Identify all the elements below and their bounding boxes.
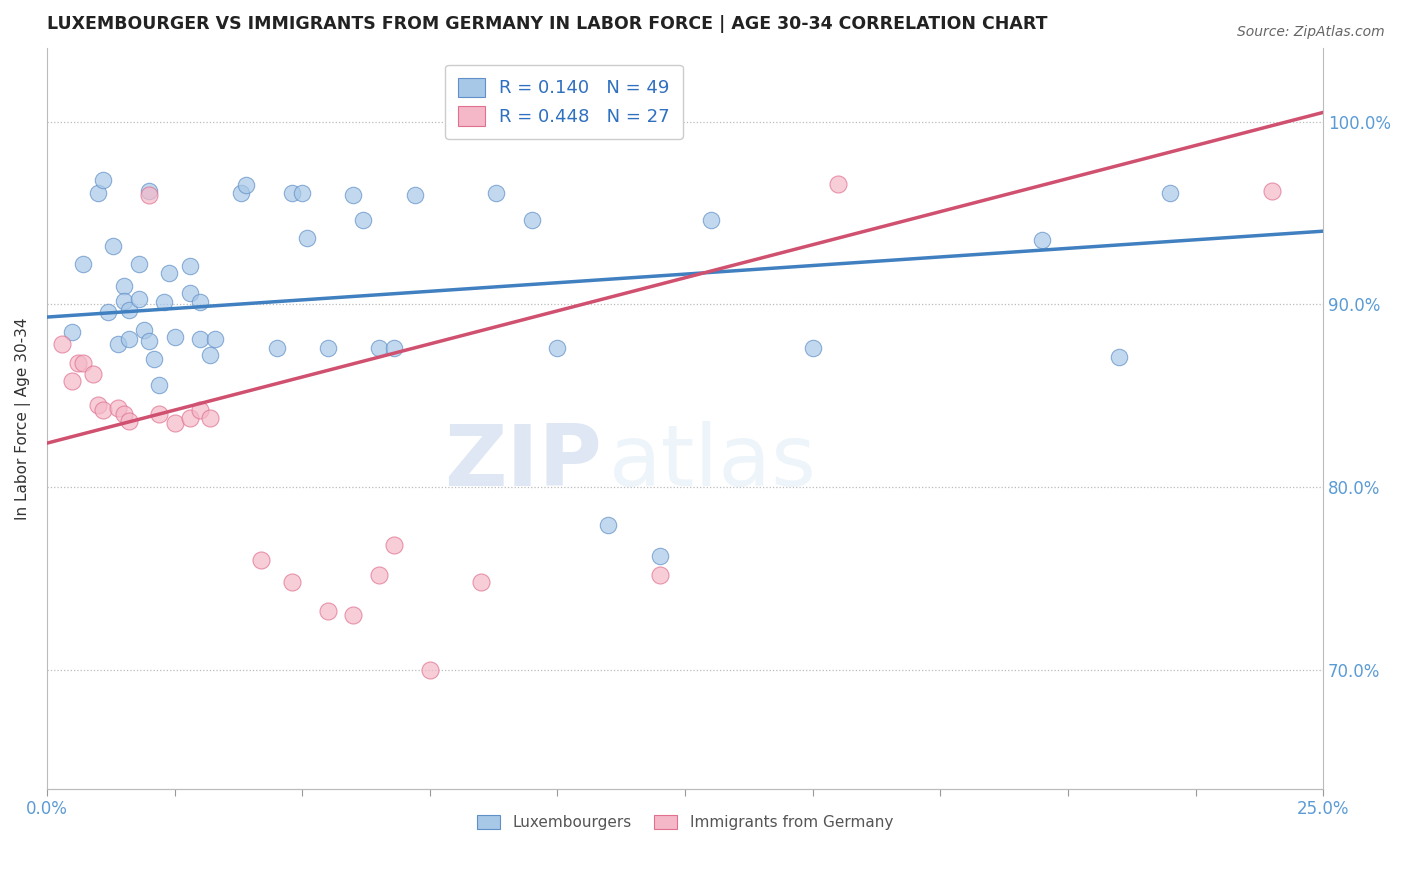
Point — [382, 341, 405, 355]
Point — [148, 407, 170, 421]
Point — [353, 213, 375, 227]
Point — [143, 352, 166, 367]
Point — [827, 177, 849, 191]
Point — [112, 279, 135, 293]
Point — [117, 414, 139, 428]
Point — [648, 549, 671, 564]
Point — [179, 286, 201, 301]
Point — [1159, 186, 1181, 200]
Point — [699, 213, 721, 227]
Point — [342, 187, 364, 202]
Point — [138, 187, 160, 202]
Point — [598, 518, 620, 533]
Point — [91, 403, 114, 417]
Point — [91, 173, 114, 187]
Point — [87, 186, 110, 200]
Point — [801, 341, 824, 355]
Point — [188, 332, 211, 346]
Point — [235, 178, 257, 193]
Point — [367, 341, 389, 355]
Point — [1108, 351, 1130, 365]
Point — [1261, 184, 1284, 198]
Point — [520, 213, 543, 227]
Point — [204, 332, 226, 346]
Point — [188, 295, 211, 310]
Point — [163, 416, 186, 430]
Point — [188, 403, 211, 417]
Point — [117, 332, 139, 346]
Text: LUXEMBOURGER VS IMMIGRANTS FROM GERMANY IN LABOR FORCE | AGE 30-34 CORRELATION C: LUXEMBOURGER VS IMMIGRANTS FROM GERMANY … — [46, 15, 1047, 33]
Point — [316, 604, 339, 618]
Point — [342, 607, 364, 622]
Point — [107, 401, 129, 416]
Point — [153, 295, 176, 310]
Text: ZIP: ZIP — [444, 421, 602, 504]
Point — [419, 663, 441, 677]
Point — [72, 356, 94, 370]
Point — [103, 239, 125, 253]
Point — [229, 186, 252, 200]
Point — [62, 325, 84, 339]
Point — [82, 367, 104, 381]
Point — [546, 341, 568, 355]
Point — [138, 334, 160, 348]
Point — [382, 539, 405, 553]
Point — [148, 377, 170, 392]
Point — [200, 410, 222, 425]
Point — [72, 257, 94, 271]
Point — [107, 337, 129, 351]
Point — [163, 330, 186, 344]
Text: atlas: atlas — [609, 421, 817, 504]
Point — [179, 259, 201, 273]
Point — [485, 186, 508, 200]
Point — [87, 398, 110, 412]
Point — [404, 187, 426, 202]
Point — [367, 567, 389, 582]
Point — [62, 374, 84, 388]
Point — [200, 348, 222, 362]
Point — [281, 186, 304, 200]
Point — [117, 302, 139, 317]
Point — [112, 407, 135, 421]
Point — [138, 184, 160, 198]
Point — [128, 292, 150, 306]
Point — [648, 567, 671, 582]
Point — [291, 186, 314, 200]
Point — [1031, 233, 1053, 247]
Point — [159, 266, 181, 280]
Point — [266, 341, 288, 355]
Point — [470, 575, 492, 590]
Point — [112, 293, 135, 308]
Legend: Luxembourgers, Immigrants from Germany: Luxembourgers, Immigrants from Germany — [471, 809, 898, 837]
Point — [179, 410, 201, 425]
Text: Source: ZipAtlas.com: Source: ZipAtlas.com — [1237, 25, 1385, 39]
Point — [128, 257, 150, 271]
Y-axis label: In Labor Force | Age 30-34: In Labor Force | Age 30-34 — [15, 318, 31, 520]
Point — [297, 231, 319, 245]
Point — [281, 575, 304, 590]
Point — [66, 356, 89, 370]
Point — [51, 337, 73, 351]
Point — [132, 323, 155, 337]
Point — [250, 553, 273, 567]
Point — [316, 341, 339, 355]
Point — [97, 304, 120, 318]
